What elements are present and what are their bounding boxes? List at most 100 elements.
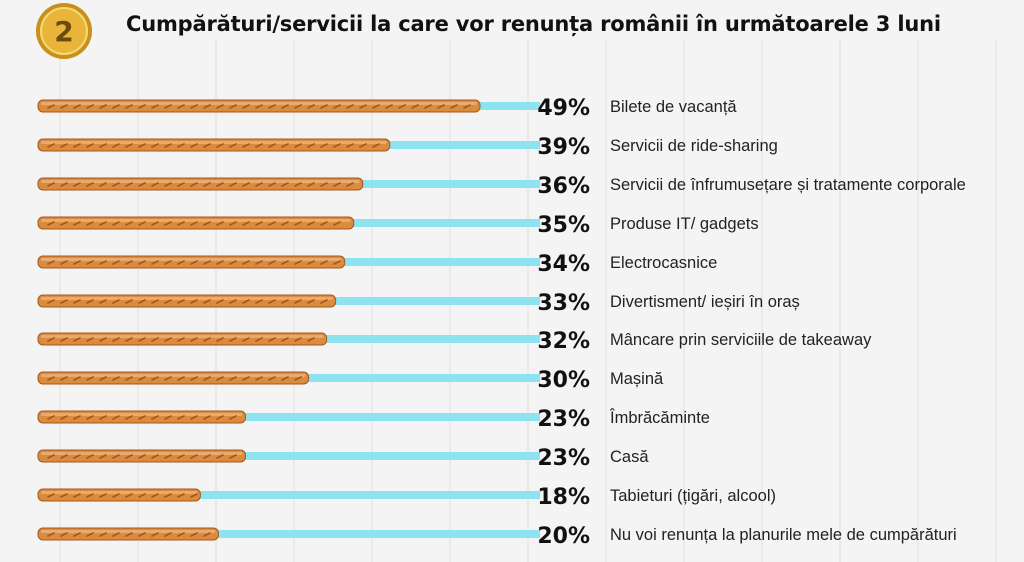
bar-salt-mark [281,104,289,109]
bar-salt-mark [320,260,328,265]
bar [37,410,246,424]
bar-salt-mark [229,221,237,226]
bar-salt-mark [294,221,302,226]
bar-salt-mark [99,221,107,226]
bar-salt-mark [138,260,146,265]
bar [37,449,246,463]
category-label: Mașină [610,370,664,388]
bar-salt-mark [463,104,471,109]
bar-salt-mark [73,221,81,226]
bar-salt-mark [320,221,328,226]
bar-highlight [41,530,216,533]
value-label: 35% [537,213,590,238]
bar-salt-mark [177,299,185,304]
bar-salt-mark [112,337,120,342]
bar-salt-mark [151,143,159,148]
bar-salt-mark [281,221,289,226]
bar-salt-mark [242,182,250,187]
bar [37,371,310,385]
bar-salt-mark [138,104,146,109]
bar-salt-mark [99,337,107,342]
bar-salt-mark [164,299,172,304]
bar-salt-mark [333,143,341,148]
bar-salt-mark [112,182,120,187]
bar-salt-mark [138,221,146,226]
bar-salt-mark [138,454,146,459]
bar-salt-mark [164,260,172,265]
bar-salt-mark [99,104,107,109]
bar-salt-mark [138,337,146,342]
bar-salt-mark [190,299,198,304]
bar-salt-mark [73,260,81,265]
bar-salt-mark [138,532,146,537]
value-label: 32% [537,329,590,354]
bar-salt-mark [73,337,81,342]
bar-track [38,452,540,460]
bar [37,527,219,541]
bar-salt-mark [281,182,289,187]
bar-salt-mark [60,493,68,498]
bar-salt-mark [229,182,237,187]
value-label: 39% [537,135,590,160]
bar-highlight [41,102,477,105]
bar-salt-mark [190,182,198,187]
bar-salt-mark [242,337,250,342]
bar-salt-mark [177,493,185,498]
category-label: Mâncare prin serviciile de takeaway [610,331,872,349]
bar-salt-mark [47,337,55,342]
bar-salt-mark [47,143,55,148]
bar-salt-mark [242,299,250,304]
bar-salt-mark [294,337,302,342]
bar-salt-mark [112,493,120,498]
badge-inner-disc [40,7,88,55]
bar-salt-mark [268,143,276,148]
category-label: Servicii de ride-sharing [610,137,778,155]
bar-salt-mark [203,299,211,304]
bar-salt-mark [151,337,159,342]
bar-salt-mark [164,221,172,226]
bar-salt-mark [294,143,302,148]
bar-salt-mark [47,454,55,459]
bar-salt-mark [86,299,94,304]
bar-stick [37,488,201,502]
bar-salt-mark [125,337,133,342]
category-label: Produse IT/ gadgets [610,215,759,233]
bar-salt-mark [99,376,107,381]
bar-salt-mark [307,337,315,342]
bar-salt-mark [112,299,120,304]
bar-salt-mark [125,104,133,109]
bar-salt-mark [164,415,172,420]
bar-salt-mark [60,299,68,304]
bar-salt-mark [164,493,172,498]
bar-salt-mark [268,104,276,109]
bar-salt-mark [73,182,81,187]
bar-stick [37,177,364,191]
bar-salt-mark [60,260,68,265]
bar-salt-mark [177,221,185,226]
bar-salt-mark [60,376,68,381]
bar-salt-mark [320,143,328,148]
bar-salt-mark [138,299,146,304]
bar-salt-mark [229,454,237,459]
bar-salt-mark [294,260,302,265]
bar-salt-mark [216,221,224,226]
bar-highlight [41,258,342,261]
bar-salt-mark [73,532,81,537]
bar-salt-mark [333,260,341,265]
bar-salt-mark [60,454,68,459]
bar-salt-mark [151,493,159,498]
bar-salt-mark [164,376,172,381]
bar-salt-mark [125,415,133,420]
bar-track [38,491,540,499]
bar-salt-mark [216,454,224,459]
bar-salt-mark [47,221,55,226]
bar-salt-mark [281,337,289,342]
bar-salt-mark [99,143,107,148]
bar-track [38,413,540,421]
bar-salt-mark [320,104,328,109]
bar-salt-mark [125,299,133,304]
bar-salt-mark [359,143,367,148]
bar-salt-mark [268,337,276,342]
bar-salt-mark [47,376,55,381]
